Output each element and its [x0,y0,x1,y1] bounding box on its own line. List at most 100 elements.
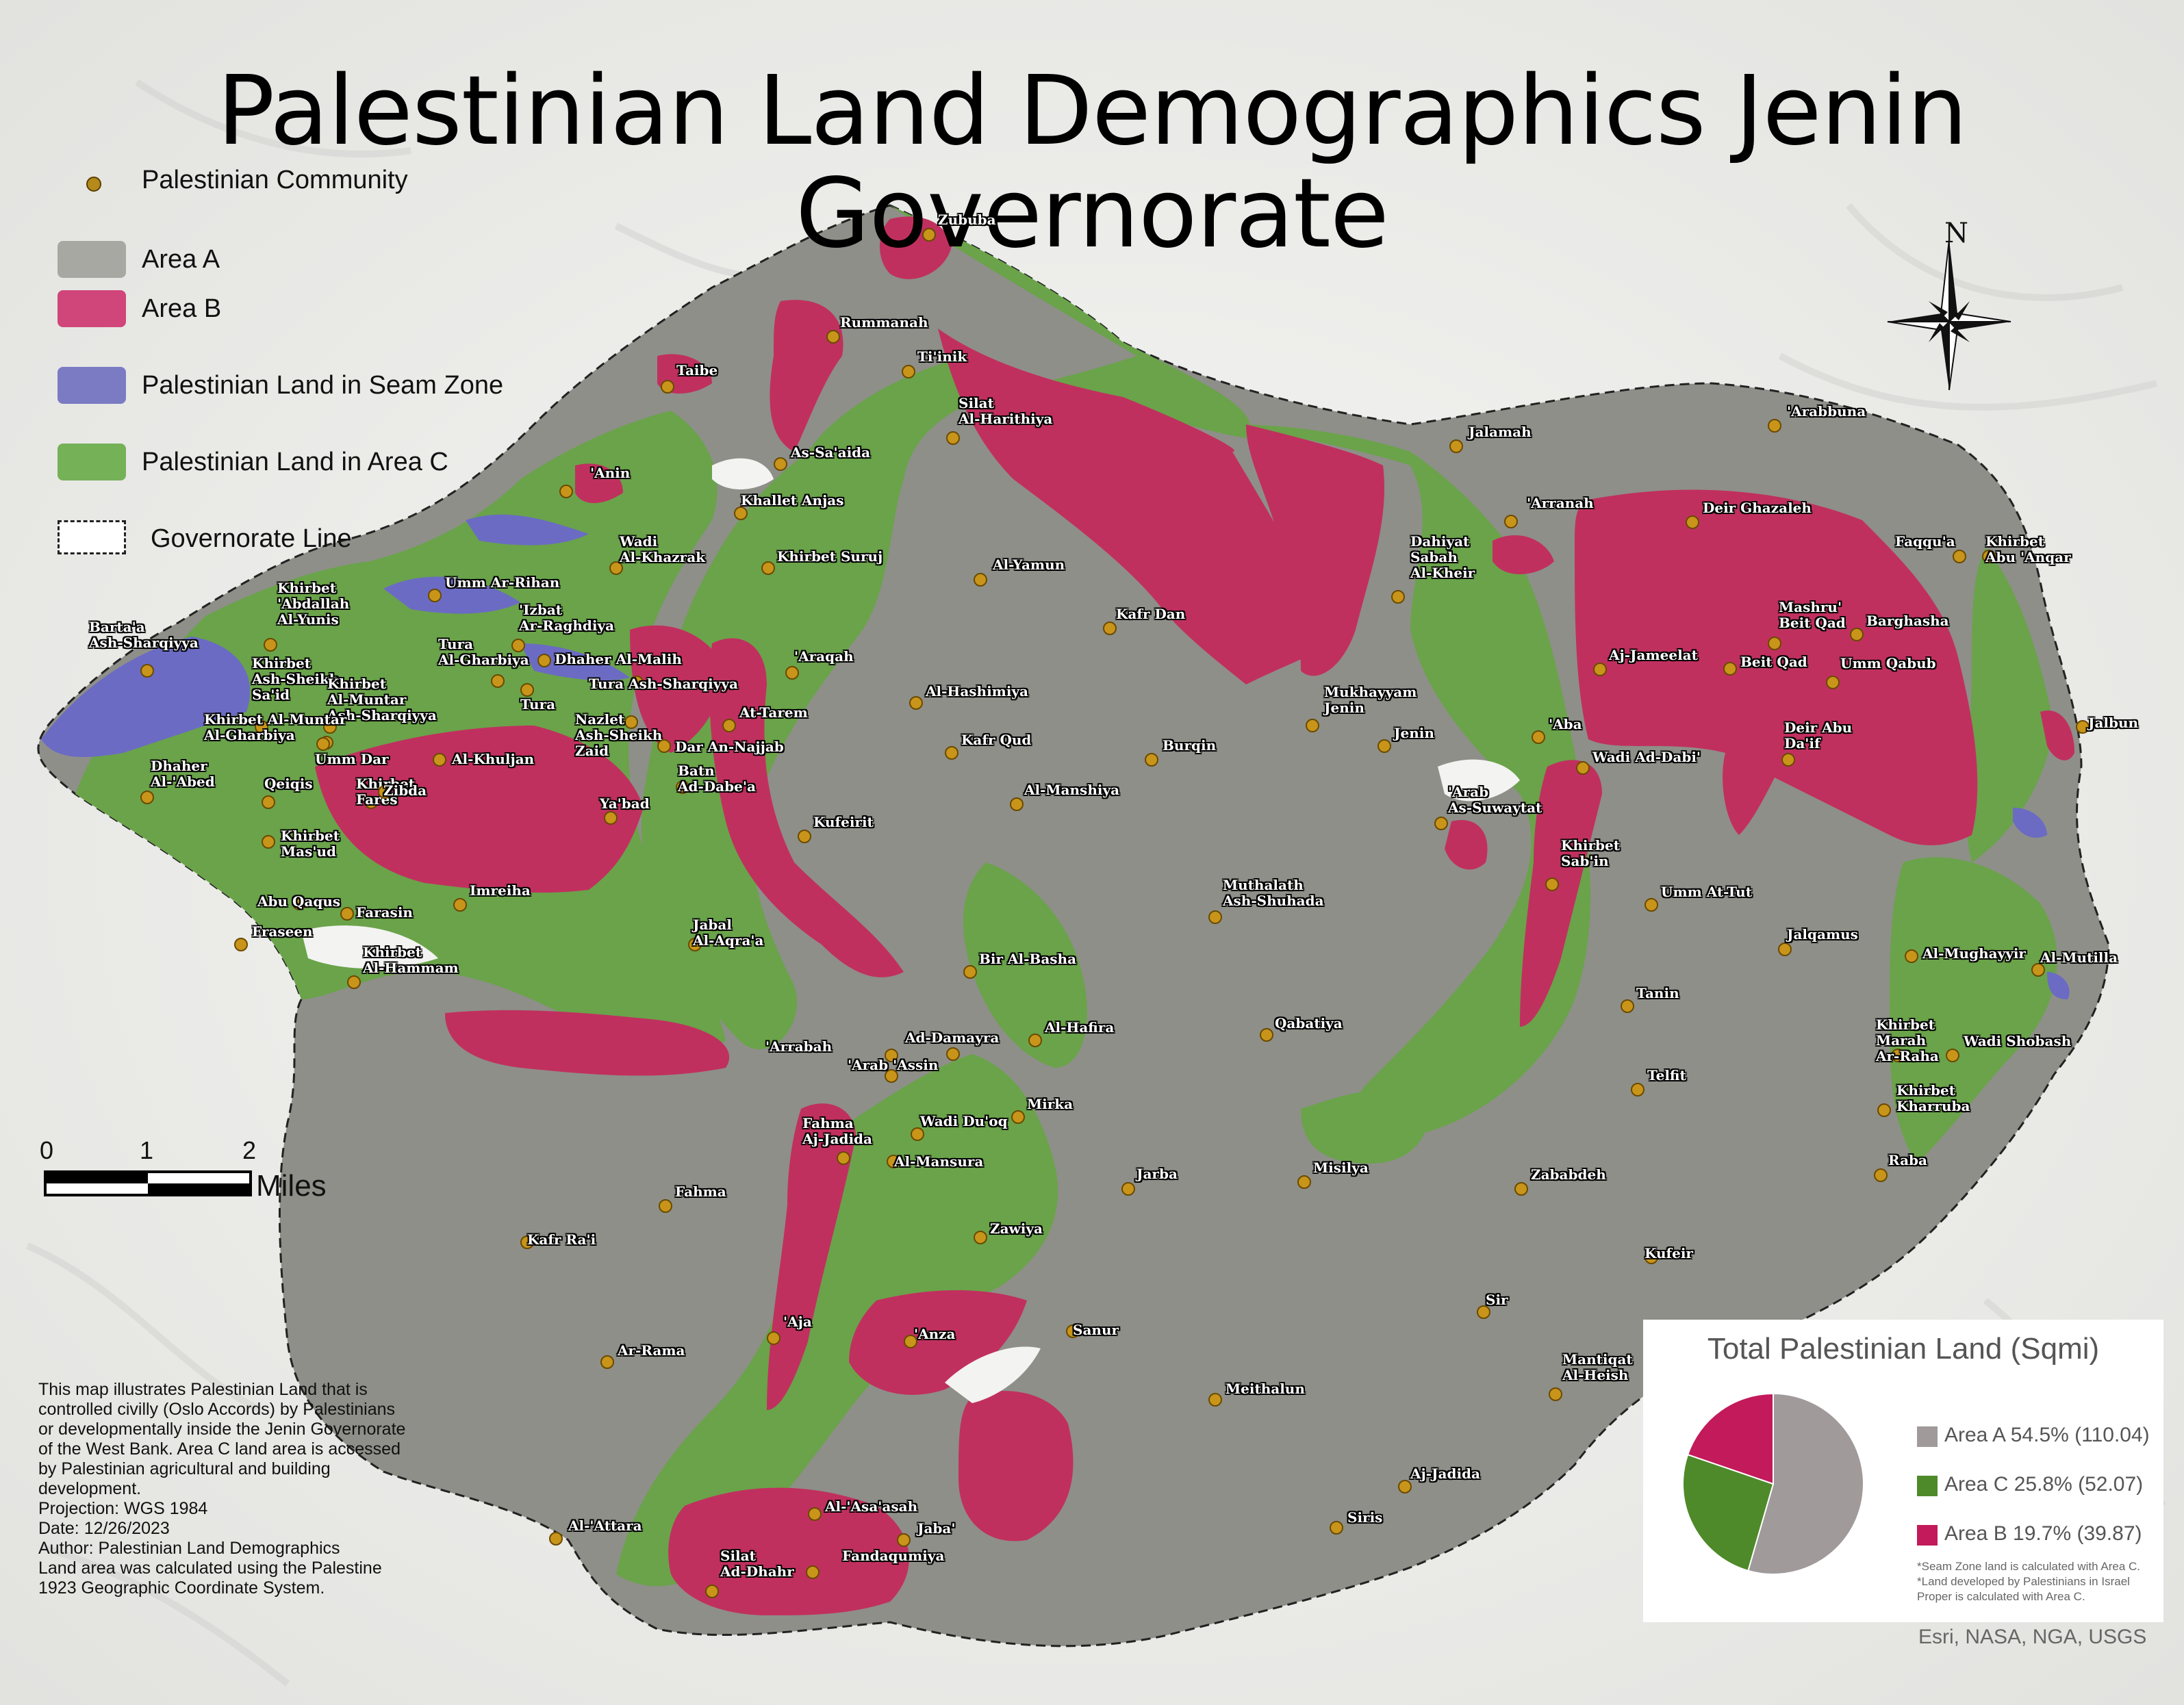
community-marker [1011,1110,1025,1124]
place-label: Meithalun [1226,1381,1305,1397]
community-marker [1297,1175,1311,1189]
place-label: Silat Al-Harithiya [958,395,1053,427]
community-marker [433,753,446,767]
place-label: Burqin [1163,737,1217,754]
community-marker [922,228,936,242]
place-label: 'Aba [1549,716,1582,732]
map-title: Palestinian Land Demographics Jenin Gove… [216,55,1968,270]
community-marker [902,365,915,379]
place-label: Al-Hashimiya [926,683,1029,700]
community-marker [1514,1182,1528,1196]
community-marker [609,561,623,575]
community-marker [974,1231,987,1244]
place-label: 'Anza [914,1326,956,1342]
community-marker [1477,1305,1490,1319]
community-marker [945,746,958,760]
community-marker [520,1235,534,1249]
community-marker [2031,963,2045,977]
place-label: Khirbet Al-Muntar Al-Gharbiya [204,711,347,743]
community-marker [1768,419,1781,433]
place-label: Khirbet Abu 'Anqar [1985,533,2071,565]
place-label: Batn Ad-Dabe'a [678,762,756,795]
place-label: Rummanah [840,314,928,331]
community-marker [904,1335,917,1348]
community-marker [491,674,505,688]
non-palestinian-gaps [301,458,1520,1403]
pie-legend-label: Area A 54.5% (110.04) [1944,1424,2150,1446]
community-marker [974,573,987,587]
place-label: Al-Hafira [1045,1019,1115,1036]
community-marker [1686,515,1699,529]
note-author: Author: Palestinian Land Demographics [38,1539,340,1558]
community-marker [705,1585,719,1598]
community-marker [262,795,275,809]
place-label: Khirbet Kharruba [1896,1082,1970,1114]
community-marker [826,330,840,344]
place-label: Farasin [356,904,413,921]
community-marker [1768,637,1781,650]
place-label: Wadi Du'oq [920,1113,1008,1129]
note-description: This map illustrates Palestinian Land th… [38,1380,406,1498]
place-label: Kafr Dan [1116,606,1186,622]
community-marker [885,1049,898,1062]
place-label: Mukhayyam Jenin [1324,684,1417,716]
place-label: 'Arabbuna [1787,403,1866,420]
seam-zone-regions [41,514,2070,999]
pie-swatch-area-c [1917,1476,1938,1496]
place-label: Jenin [1394,725,1434,741]
area-b-regions [315,216,2074,1615]
pie-chart-panel: Total Palestinian Land (Sqmi) Area A 54.… [1643,1320,2163,1622]
place-label: Khirbet Suruj [777,548,883,565]
pie-chart-title: Total Palestinian Land (Sqmi) [1707,1332,2100,1366]
community-marker [659,1199,672,1213]
pie-footnote: *Land developed by Palestinians in Israe… [1917,1575,2130,1603]
community-marker [885,1069,898,1083]
community-marker [624,715,638,729]
scale-tick-label: 1 [140,1136,154,1164]
north-arrow-icon [1887,239,2011,390]
community-marker [559,485,573,498]
place-label: Deir Ghazaleh [1703,500,1812,516]
place-label: Al-'Asa'asah [825,1498,918,1515]
scale-bar-graphic [44,1170,252,1196]
place-label: Ti'inik [917,348,967,365]
community-marker [1306,719,1319,732]
area-c-regions [75,205,2057,1587]
community-marker [1645,1251,1658,1264]
place-label: 'Izbat Ar-Raghdiya [519,602,615,634]
community-marker [234,938,248,951]
legend-label: Governorate Line [151,524,352,553]
pie-swatch-area-b [1917,1525,1938,1546]
community-marker [963,965,977,979]
place-label: Fraseen [252,923,313,940]
community-marker [1103,621,1117,635]
place-label: Khirbet Al-Hammam [363,944,459,976]
place-label: Faqqu'a [1895,533,1955,550]
area-b-swatch [58,290,126,327]
community-marker [897,1533,911,1547]
legend-label: Area A [142,245,220,274]
place-label: Dhaher Al-Malih [555,651,682,667]
place-label: Muthalath Ash-Shuhada [1223,877,1324,909]
community-marker [1621,999,1634,1013]
community-marker [1891,1049,1905,1062]
place-label: Khirbet 'Abdallah Al-Yunis [277,580,350,628]
community-marker [1145,753,1158,767]
community-marker [364,795,378,809]
scale-tick-label: 0 [40,1136,54,1164]
place-label: Jalbun [2088,715,2139,731]
community-marker [661,380,674,394]
community-marker [1532,730,1545,744]
place-label: Wadi Shobash [1964,1033,2072,1049]
place-label: 'Arab 'Assin [848,1057,939,1073]
place-label: Silat Ad-Dhahr [720,1548,794,1580]
pie-slice-area-b [1686,1392,1774,1485]
community-marker [1905,949,1918,963]
place-label: Jabal Al-Aqra'a [693,916,764,949]
place-label: Khallet Anjas [741,492,844,509]
place-label: Telfit [1647,1067,1686,1084]
community-marker [600,1355,614,1369]
place-label: Taibe [676,362,718,379]
community-marker [264,638,277,652]
place-label: Khirbet Marah Ar-Raha [1876,1016,1939,1064]
